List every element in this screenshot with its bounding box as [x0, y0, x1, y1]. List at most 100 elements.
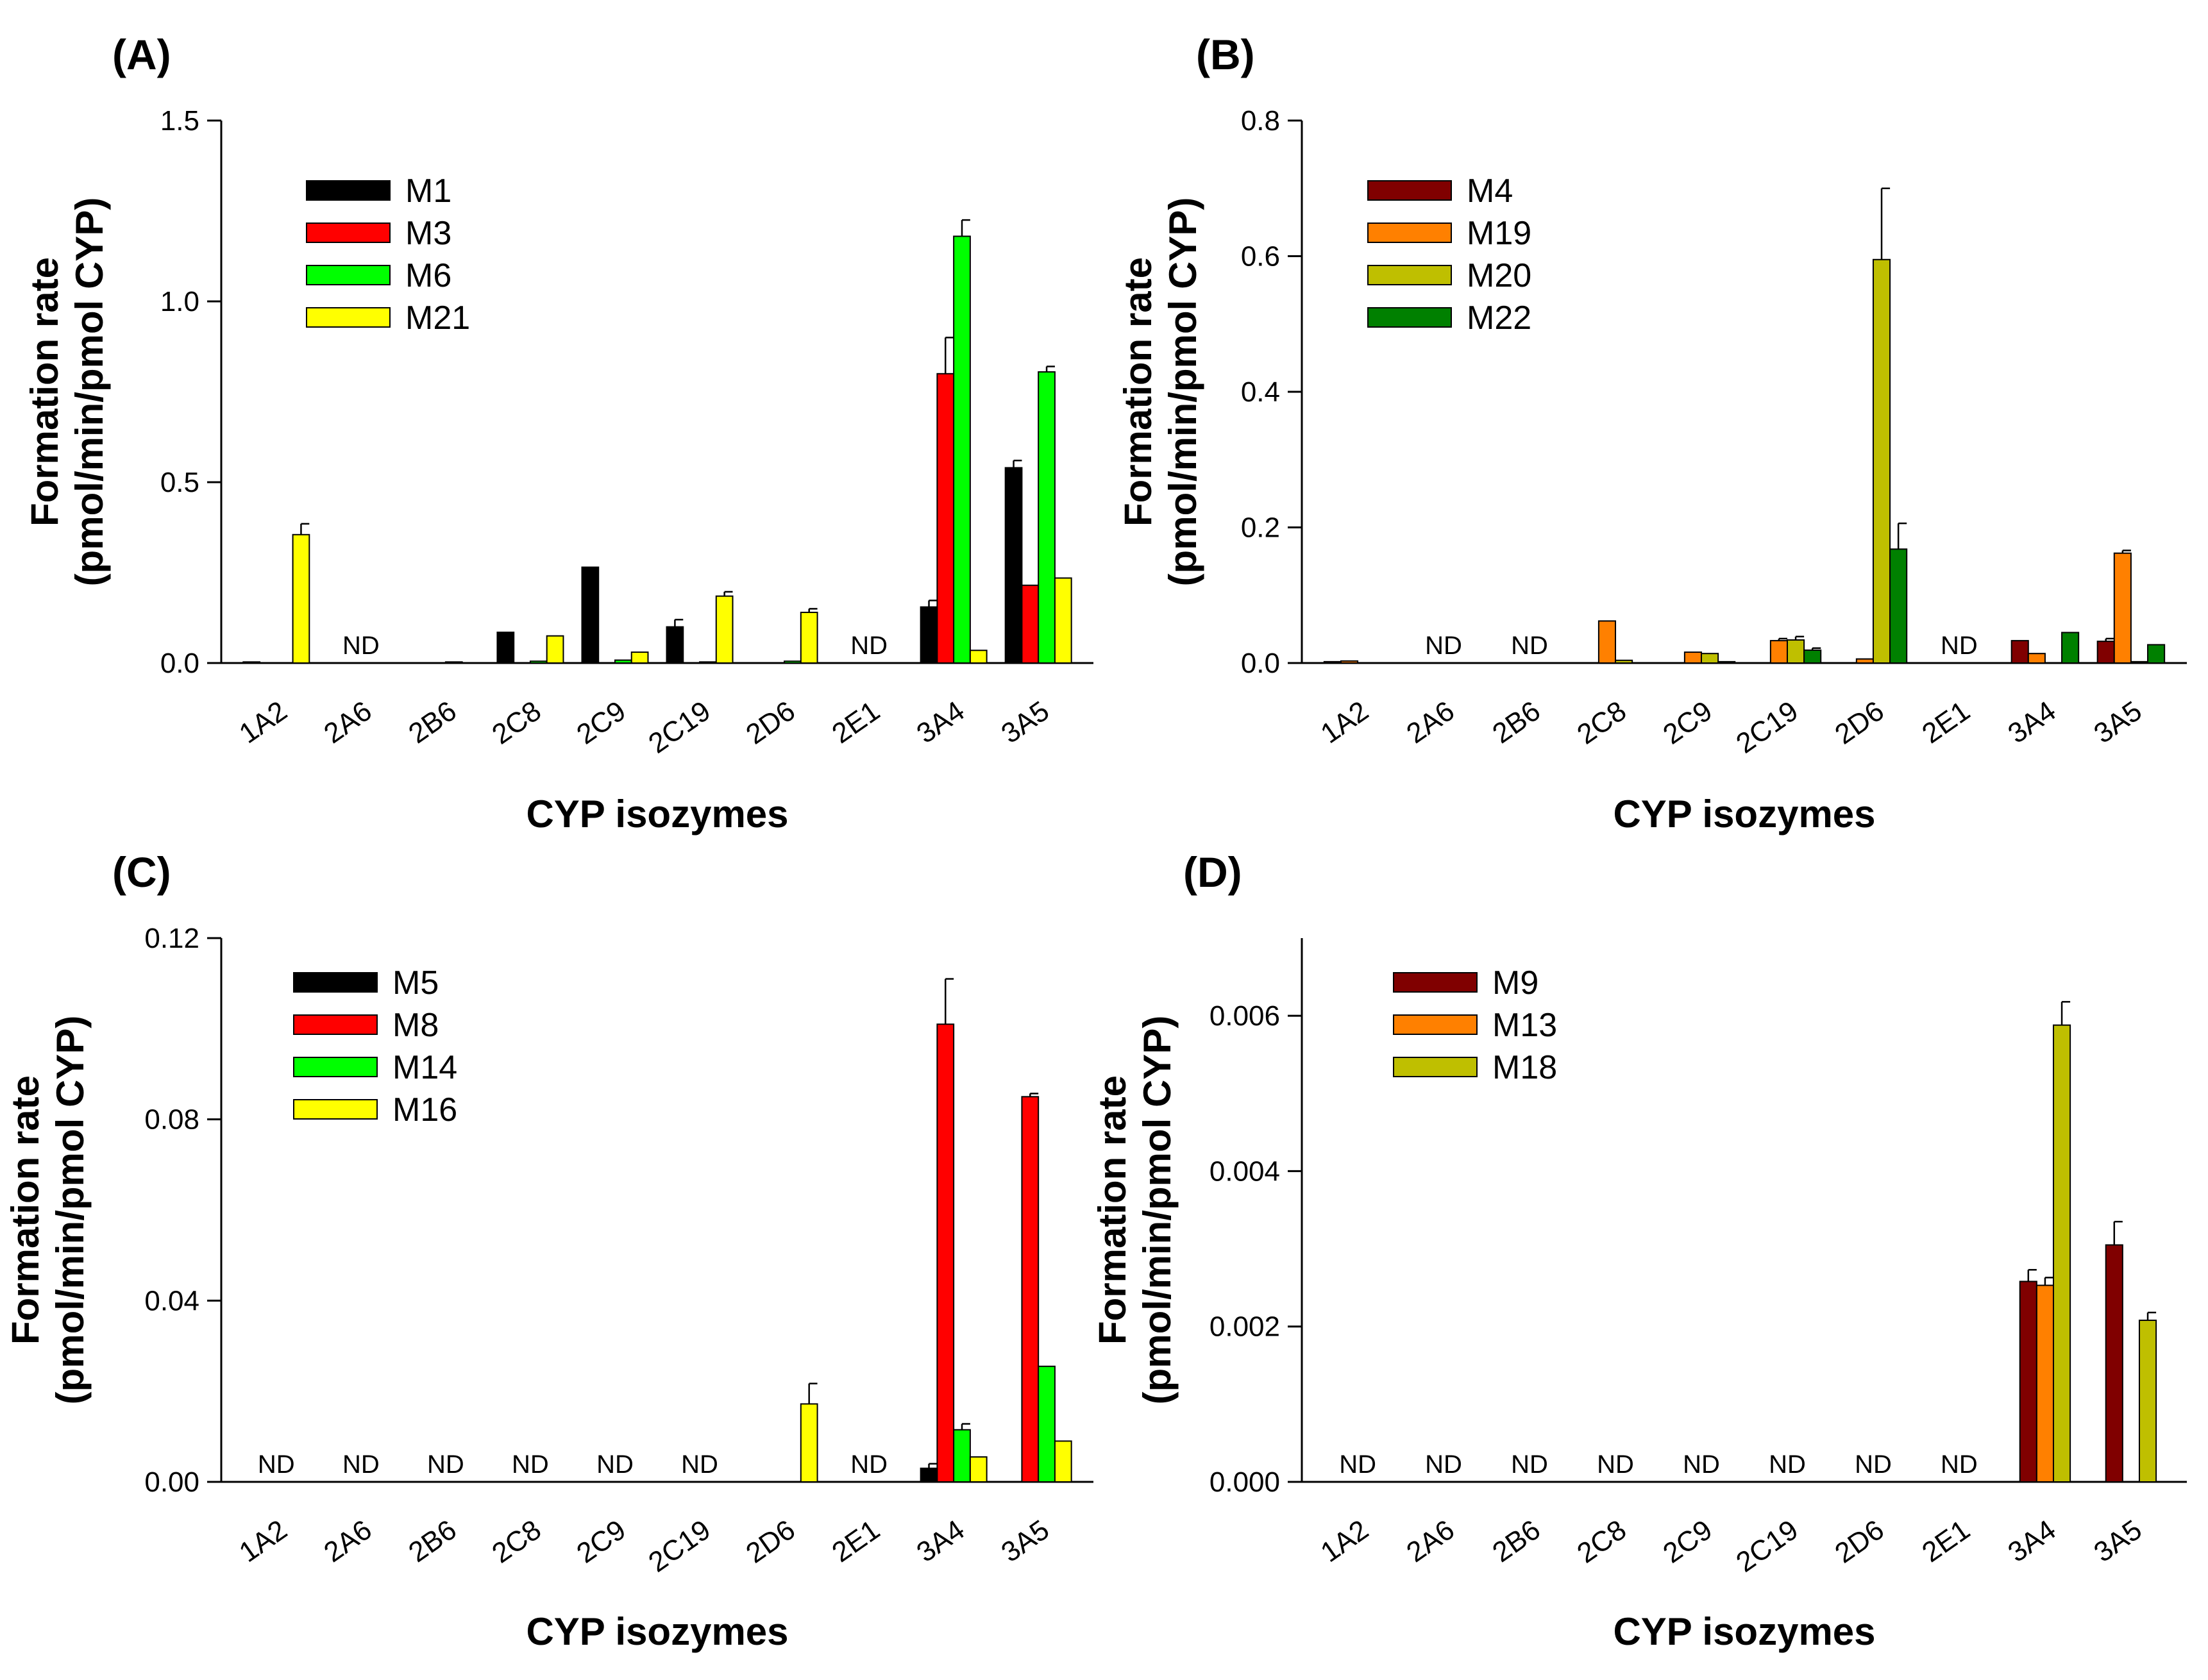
x-tick-label: 3A4: [2002, 1514, 2061, 1568]
y-axis-label-line2: (pmol/min/pmol CYP): [49, 1016, 92, 1405]
bar-M16: [800, 1403, 818, 1483]
panel-label: (C): [112, 848, 171, 896]
x-tick-label: 3A4: [911, 1514, 970, 1568]
legend-label-M4: M4: [1467, 172, 1513, 210]
legend-label-M5: M5: [392, 964, 439, 1002]
bar-M20: [2130, 660, 2149, 664]
bar-M4: [1323, 660, 1342, 664]
legend-label-M13: M13: [1492, 1007, 1557, 1044]
panel-label: (D): [1183, 848, 1242, 896]
bar-M18: [2052, 1024, 2071, 1483]
legend-label-M16: M16: [392, 1091, 457, 1129]
legend-label-M22: M22: [1467, 299, 1531, 337]
nd-label: ND: [512, 1450, 549, 1479]
x-tick-label: 3A5: [996, 695, 1055, 750]
panel-label: (B): [1196, 31, 1255, 78]
legend-swatch-M1: [306, 180, 391, 201]
x-tick-label: 2D6: [741, 695, 801, 750]
x-tick-label: 2B6: [403, 1514, 462, 1568]
x-tick-label: 2A6: [318, 1514, 377, 1568]
x-tick-label: 2B6: [403, 695, 462, 750]
nd-label: ND: [850, 632, 888, 660]
bar-M21: [1054, 577, 1072, 664]
legend-swatch-M16: [293, 1099, 378, 1120]
bar-M13: [2035, 1284, 2054, 1483]
bar-M21: [292, 533, 310, 664]
x-tick-label: 3A4: [2002, 695, 2061, 750]
y-axis-label-line1: Formation rate: [1091, 1075, 1134, 1345]
legend-label-M20: M20: [1467, 257, 1531, 294]
bar-M20: [1872, 258, 1891, 664]
bar-M21: [630, 651, 649, 664]
y-tick-label: 0.04: [144, 1285, 199, 1316]
nd-label: ND: [1855, 1450, 1892, 1479]
legend-swatch-M8: [293, 1014, 378, 1035]
bar-M19: [1340, 660, 1359, 664]
bar-M6: [529, 660, 548, 664]
y-axis-label-line2: (pmol/min/pmol CYP): [68, 197, 111, 587]
legend-swatch-M3: [306, 223, 391, 243]
y-axis-label-line1: Formation rate: [1117, 257, 1159, 526]
chart-panel-a: (A) 0.0 0.5 1.0 1.5 Formation rate (pmol/min/p…: [23, 31, 1093, 836]
bar-M9: [2105, 1244, 2123, 1483]
x-axis-label: CYP isozymes: [1613, 1610, 1875, 1653]
bar-M19: [1597, 620, 1617, 664]
legend-swatch-M21: [306, 307, 391, 328]
legend: M4 M19 M20 M22: [1367, 172, 1531, 337]
bar-M16: [969, 1456, 988, 1483]
bar-M16: [1054, 1440, 1072, 1483]
x-tick-label: 2C19: [1730, 1514, 1803, 1578]
nd-label: ND: [1511, 632, 1548, 660]
legend: M1 M3 M6 M21: [306, 172, 470, 337]
panel-label: (A): [112, 31, 171, 78]
bar-M8: [936, 1023, 955, 1483]
y-tick-label: 0.6: [1241, 241, 1280, 273]
y-tick-label: 0.00: [144, 1466, 199, 1498]
nd-label: ND: [342, 632, 380, 660]
legend-label-M1: M1: [405, 172, 451, 210]
y-tick-label: 0.4: [1241, 376, 1280, 408]
legend-swatch-M13: [1393, 1014, 1478, 1035]
x-tick-label: 2C19: [643, 1514, 716, 1578]
bar-M1: [581, 566, 600, 664]
x-tick-label: 2E1: [1916, 695, 1975, 750]
legend-swatch-M19: [1367, 223, 1452, 243]
bar-M21: [715, 595, 734, 664]
y-tick-label: 0.08: [144, 1104, 199, 1136]
legend: M9 M13 M18: [1393, 964, 1557, 1086]
nd-label: ND: [1683, 1450, 1720, 1479]
x-tick-label: 2D6: [1829, 1514, 1889, 1569]
bar-M1: [920, 606, 938, 664]
bar-M21: [800, 612, 818, 664]
x-tick-label: 2C8: [486, 695, 546, 750]
legend: M5 M8 M14 M16: [293, 964, 457, 1129]
x-tick-label: 2C8: [486, 1514, 546, 1569]
x-tick-label: 2A6: [1401, 1514, 1460, 1568]
nd-label: ND: [1425, 632, 1462, 660]
x-tick-label: 2C8: [1572, 695, 1632, 750]
bar-M6: [784, 660, 802, 664]
legend-label-M18: M18: [1492, 1049, 1557, 1086]
x-tick-label: 2C19: [1730, 695, 1803, 759]
y-axis-label-line1: Formation rate: [23, 257, 66, 526]
x-tick-label: 1A2: [233, 695, 292, 750]
bar-M6: [614, 659, 632, 664]
y-axis-label-line2: (pmol/min/pmol CYP): [1161, 197, 1204, 587]
x-tick-label: 2C8: [1572, 1514, 1632, 1569]
x-tick-label: 2B6: [1487, 695, 1546, 750]
bar-M22: [1889, 548, 1908, 664]
legend-label-M21: M21: [405, 299, 470, 337]
legend-swatch-M20: [1367, 265, 1452, 285]
bar-M6: [444, 661, 463, 664]
x-tick-label: 2C19: [643, 695, 716, 759]
x-tick-label: 3A5: [2088, 1514, 2147, 1568]
y-tick-label: 0.004: [1209, 1155, 1280, 1187]
x-tick-label: 2C9: [571, 1514, 631, 1569]
y-tick-label: 0.000: [1209, 1466, 1280, 1498]
nd-label: ND: [1425, 1450, 1462, 1479]
nd-label: ND: [596, 1450, 634, 1479]
bar-M19: [2113, 552, 2132, 664]
x-tick-label: 2E1: [827, 1514, 886, 1568]
bar-M9: [2019, 1281, 2037, 1483]
nd-label: ND: [850, 1450, 888, 1479]
